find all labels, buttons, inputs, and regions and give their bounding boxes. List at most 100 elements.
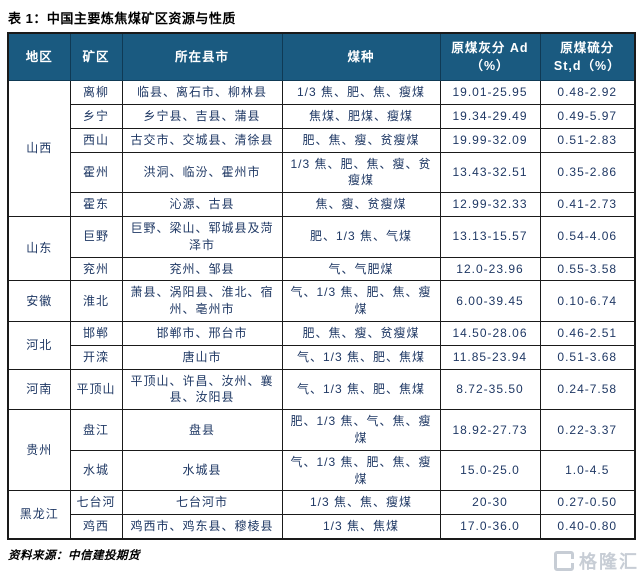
table-row: 霍东 沁源、古县 焦、瘦、贫瘦煤 12.99-32.33 0.41-2.73 <box>8 192 636 218</box>
mine-cell: 乡宁 <box>69 104 123 129</box>
mine-cell: 离柳 <box>69 80 123 106</box>
sulfur-cell: 0.41-2.73 <box>539 192 636 218</box>
region-cell: 黑龙江 <box>7 490 71 540</box>
counties-cell: 临县、离石市、柳林县 <box>121 80 283 106</box>
sulfur-cell: 0.27-0.50 <box>539 490 636 516</box>
coal-types-cell: 1/3 焦、肥、焦、瘦、贫瘦煤 <box>281 151 441 194</box>
counties-cell: 乡宁县、吉县、蒲县 <box>121 104 283 129</box>
coal-types-cell: 肥、1/3 焦、气煤 <box>281 216 441 258</box>
coal-types-cell: 焦煤、肥煤、瘦煤 <box>281 104 441 129</box>
table-row: 乡宁 乡宁县、吉县、蒲县 焦煤、肥煤、瘦煤 19.34-29.49 0.49-5.97 <box>8 104 636 129</box>
table-row: 水城 水城县 气、1/3 焦、肥、焦、瘦煤 15.0-25.0 1.0-4.5 <box>8 449 636 492</box>
region-cell: 贵州 <box>7 409 71 492</box>
coking-coal-table: 地区 矿区 所在县市 煤种 原煤灰分 Ad （%） 原煤硫分 St,d（%） 山西 离柳 临县… <box>7 32 636 540</box>
counties-cell: 水城县 <box>121 449 283 492</box>
mine-cell: 鸡西 <box>69 514 123 540</box>
column-header: 原煤硫分 St,d（%） <box>539 32 636 82</box>
counties-cell: 盘县 <box>121 409 283 451</box>
sulfur-cell: 0.40-0.80 <box>539 514 636 540</box>
region-cell: 河北 <box>7 321 71 370</box>
ash-cell: 12.0-23.96 <box>439 256 541 282</box>
ash-cell: 13.43-32.51 <box>439 151 541 194</box>
sulfur-cell: 0.51-2.83 <box>539 127 636 153</box>
sulfur-cell: 0.10-6.74 <box>539 280 636 323</box>
region-cell: 山东 <box>7 216 71 282</box>
table-row: 河北 邯郸 邯郸市、邢台市 肥、焦、瘦、贫瘦煤 14.50-28.06 0.46-2.51 <box>7 321 636 370</box>
counties-cell: 古交市、交城县、清徐县 <box>121 127 283 153</box>
coal-types-cell: 1/3 焦、焦煤 <box>281 514 441 540</box>
counties-cell: 唐山市 <box>121 344 283 370</box>
ash-cell: 11.85-23.94 <box>439 344 541 370</box>
mine-cell: 盘江 <box>69 409 123 451</box>
counties-cell: 兖州、邹县 <box>121 256 283 282</box>
coal-types-cell: 气、1/3 焦、肥、焦煤 <box>281 344 441 370</box>
sulfur-cell: 0.24-7.58 <box>539 368 636 411</box>
sulfur-cell: 0.51-3.68 <box>539 344 636 370</box>
table-row: 西山 古交市、交城县、清徐县 肥、焦、瘦、贫瘦煤 19.99-32.09 0.51-2.… <box>8 127 636 153</box>
coal-types-cell: 气、1/3 焦、肥、焦、瘦煤 <box>281 449 441 492</box>
mine-cell: 兖州 <box>69 256 123 282</box>
table-row: 开滦 唐山市 气、1/3 焦、肥、焦煤 11.85-23.94 0.51-3.68 <box>8 344 636 370</box>
mine-cell: 霍东 <box>69 192 123 218</box>
counties-cell: 邯郸市、邢台市 <box>121 321 283 346</box>
coal-types-cell: 1/3 焦、肥、焦、瘦煤 <box>281 80 441 106</box>
counties-cell: 沁源、古县 <box>121 192 283 218</box>
ash-cell: 17.0-36.0 <box>439 514 541 540</box>
counties-cell: 七台河市 <box>121 490 283 516</box>
counties-cell: 巨野、梁山、郓城县及菏泽市 <box>121 216 283 258</box>
mine-cell: 霍州 <box>69 151 123 194</box>
ash-cell: 13.13-15.57 <box>439 216 541 258</box>
mine-cell: 七台河 <box>69 490 123 516</box>
sulfur-cell: 0.35-2.86 <box>539 151 636 194</box>
coal-types-cell: 气、气肥煤 <box>281 256 441 282</box>
coal-types-cell: 肥、焦、瘦、贫瘦煤 <box>281 127 441 153</box>
source-note: 资料来源：中信建投期货 <box>8 549 140 562</box>
column-header: 地区 <box>7 32 71 82</box>
coal-types-cell: 焦、瘦、贫瘦煤 <box>281 192 441 218</box>
sulfur-cell: 0.55-3.58 <box>539 256 636 282</box>
ash-cell: 14.50-28.06 <box>439 321 541 346</box>
sulfur-cell: 0.48-2.92 <box>539 80 636 106</box>
coal-types-cell: 肥、1/3 焦、气、焦、瘦煤 <box>281 409 441 451</box>
region-cell: 山西 <box>7 80 71 218</box>
coal-types-cell: 气、1/3 焦、肥、焦煤 <box>281 368 441 411</box>
coal-types-cell: 肥、焦、瘦、贫瘦煤 <box>281 321 441 346</box>
sulfur-cell: 0.46-2.51 <box>539 321 636 346</box>
ash-cell: 15.0-25.0 <box>439 449 541 492</box>
column-header: 原煤灰分 Ad （%） <box>439 32 541 82</box>
ash-cell: 19.99-32.09 <box>439 127 541 153</box>
region-cell: 安徽 <box>7 280 71 323</box>
mine-cell: 水城 <box>69 449 123 492</box>
table-row: 安徽 淮北 萧县、涡阳县、淮北、宿州、亳州市 气、1/3 焦、肥、焦、瘦煤 6.00-3… <box>7 280 636 323</box>
ash-cell: 8.72-35.50 <box>439 368 541 411</box>
mine-cell: 淮北 <box>69 280 123 323</box>
column-header: 矿区 <box>69 32 123 82</box>
ash-cell: 19.01-25.95 <box>439 80 541 106</box>
counties-cell: 平顶山、许昌、汝州、襄县、汝阳县 <box>121 368 283 411</box>
ash-cell: 12.99-32.33 <box>439 192 541 218</box>
counties-cell: 萧县、涡阳县、淮北、宿州、亳州市 <box>121 280 283 323</box>
table-row: 黑龙江 七台河 七台河市 1/3 焦、焦、瘦煤 20-30 0.27-0.50 <box>7 490 636 540</box>
ash-cell: 19.34-29.49 <box>439 104 541 129</box>
coal-types-cell: 气、1/3 焦、肥、焦、瘦煤 <box>281 280 441 323</box>
mine-cell: 西山 <box>69 127 123 153</box>
sulfur-cell: 1.0-4.5 <box>539 449 636 492</box>
region-cell: 河南 <box>7 368 71 411</box>
table-row: 霍州 洪洞、临汾、霍州市 1/3 焦、肥、焦、瘦、贫瘦煤 13.43-32.51 0.3… <box>8 151 636 194</box>
mine-cell: 巨野 <box>69 216 123 258</box>
column-header: 煤种 <box>281 32 441 82</box>
column-header: 所在县市 <box>121 32 283 82</box>
table-row: 山东 巨野 巨野、梁山、郓城县及菏泽市 肥、1/3 焦、气煤 13.13-15.57 0.… <box>7 216 636 282</box>
mine-cell: 平顶山 <box>69 368 123 411</box>
sulfur-cell: 0.49-5.97 <box>539 104 636 129</box>
sulfur-cell: 0.54-4.06 <box>539 216 636 258</box>
table-row: 兖州 兖州、邹县 气、气肥煤 12.0-23.96 0.55-3.58 <box>8 256 636 282</box>
table-row: 鸡西 鸡西市、鸡东县、穆棱县 1/3 焦、焦煤 17.0-36.0 0.40-0.80 <box>8 514 636 540</box>
table-title: 表 1：中国主要炼焦煤矿区资源与性质 <box>8 11 236 26</box>
counties-cell: 洪洞、临汾、霍州市 <box>121 151 283 194</box>
mine-cell: 开滦 <box>69 344 123 370</box>
counties-cell: 鸡西市、鸡东县、穆棱县 <box>121 514 283 540</box>
ash-cell: 18.92-27.73 <box>439 409 541 451</box>
coal-types-cell: 1/3 焦、焦、瘦煤 <box>281 490 441 516</box>
